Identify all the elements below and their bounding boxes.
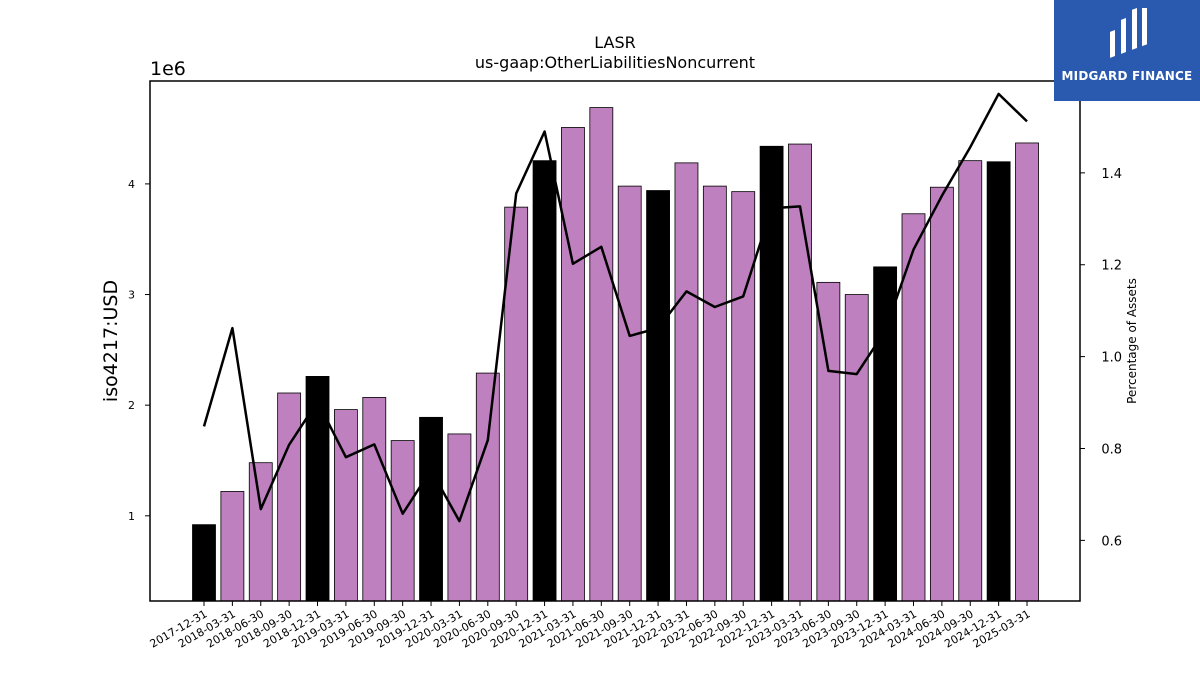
x-axis: 2017-12-312018-03-312018-06-302018-09-30… [148, 601, 1033, 651]
bar [561, 127, 585, 602]
y-axis-label: iso4217:USD [100, 280, 122, 402]
bar [248, 462, 273, 602]
right-axis: 0.6 0.8 1.0 1.2 1.4 [1080, 167, 1122, 549]
bar [986, 161, 1011, 602]
bar [873, 266, 898, 602]
y2-axis-label: Percentage of Assets [1125, 278, 1139, 404]
brand-name: MIDGARD FINANCE [1061, 69, 1193, 83]
bar [419, 416, 443, 602]
bar [305, 376, 330, 602]
chart-subtitle: us-gaap:OtherLiabilitiesNoncurrent [475, 53, 755, 72]
y-tick-label: 2 [128, 399, 135, 412]
bar [731, 191, 756, 602]
bar [617, 185, 642, 602]
plot-frame [149, 80, 1081, 602]
bar [192, 524, 216, 602]
bar [929, 186, 954, 602]
y-scale-label: 1e6 [150, 58, 186, 80]
bar [277, 392, 302, 602]
bar [390, 440, 415, 602]
bar [958, 160, 983, 602]
y-tick-label: 3 [128, 289, 135, 302]
y2-tick-label: 1.0 [1101, 351, 1122, 366]
bar [589, 107, 614, 602]
bar [475, 372, 500, 602]
bar [333, 409, 358, 602]
bar [759, 145, 784, 602]
bar [702, 185, 727, 602]
bar [674, 162, 699, 602]
chart-title: LASR [594, 33, 636, 52]
bar [362, 397, 387, 602]
bar [532, 160, 557, 602]
bar [844, 294, 869, 602]
brand-logo: MIDGARD FINANCE [1054, 0, 1200, 101]
bar [220, 491, 245, 602]
midgard-logo-icon [1110, 8, 1147, 58]
y2-tick-label: 0.8 [1101, 442, 1122, 457]
bar [646, 190, 670, 602]
y2-tick-label: 1.2 [1101, 259, 1122, 274]
y-tick-label: 1 [128, 510, 135, 523]
left-axis: 1 2 3 4 [128, 178, 150, 523]
bar [1015, 142, 1039, 602]
bars-group [192, 107, 1039, 602]
line-group [202, 92, 1028, 523]
y2-tick-label: 1.4 [1101, 167, 1122, 182]
y2-tick-label: 0.6 [1101, 534, 1122, 549]
y-tick-label: 4 [128, 178, 135, 191]
line-series [202, 92, 1028, 523]
